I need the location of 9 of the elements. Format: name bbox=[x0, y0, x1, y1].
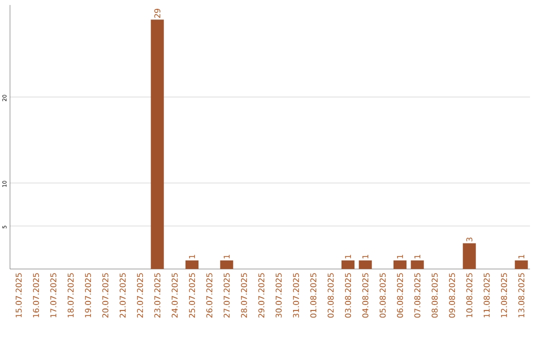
bar bbox=[150, 20, 164, 269]
bar bbox=[220, 260, 234, 269]
bar bbox=[410, 260, 424, 269]
bar bbox=[342, 260, 355, 269]
bar bbox=[462, 243, 476, 269]
bar bbox=[358, 260, 372, 269]
bar bbox=[394, 260, 407, 269]
bar bbox=[186, 260, 198, 269]
bar bbox=[514, 260, 528, 269]
